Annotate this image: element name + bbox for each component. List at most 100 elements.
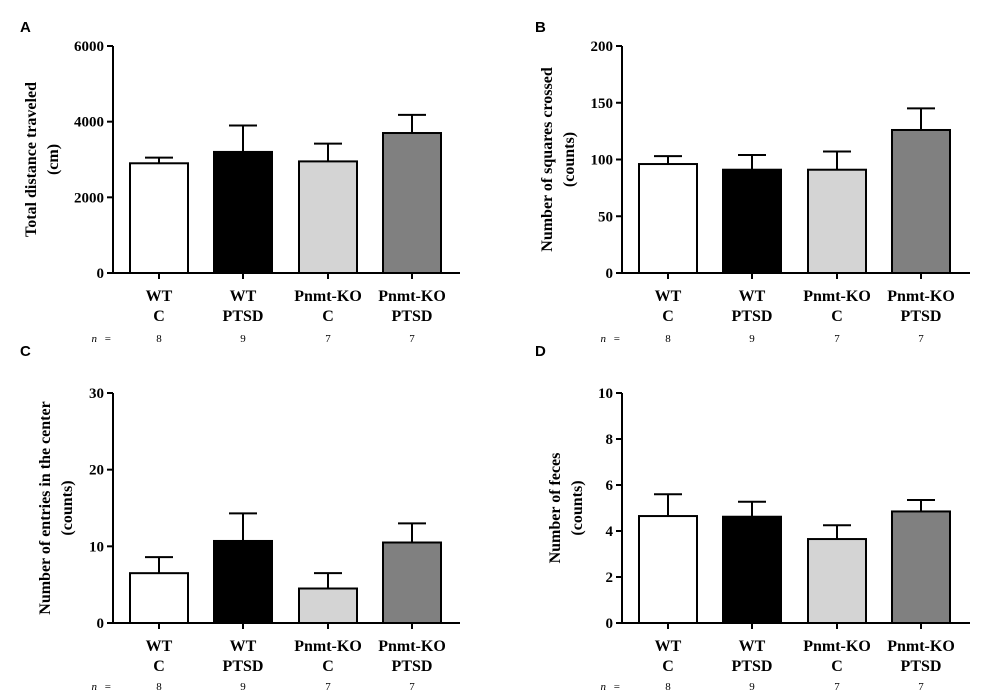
- panel-letter: D: [535, 343, 546, 360]
- bar: [129, 572, 189, 625]
- panel-c: C 0 10 20 30 Number of entries in the center…: [20, 343, 460, 693]
- category-label: Pnmt-KO: [887, 638, 955, 655]
- bar: [638, 163, 698, 274]
- category-label: Pnmt-KO: [378, 288, 446, 305]
- y-tick-label: 20: [89, 463, 104, 479]
- category-label: WT: [230, 638, 257, 655]
- y-tick-label: 8: [606, 432, 614, 448]
- n-value: 8: [156, 333, 162, 345]
- panel-a: A 0 2000 4000 6000 Total distance traveled (c…: [20, 19, 460, 345]
- y-tick-label: 6000: [74, 39, 104, 55]
- n-value: 8: [156, 681, 162, 693]
- bar: [807, 168, 867, 274]
- y-tick-label: 200: [591, 39, 614, 55]
- n-value: 9: [240, 333, 246, 345]
- category-label: Pnmt-KO: [294, 288, 362, 305]
- y-axis-title: (counts): [59, 480, 76, 535]
- bar: [298, 160, 358, 274]
- y-axis-title: Number of entries in the center: [37, 401, 54, 614]
- n-equals: =: [105, 333, 111, 345]
- n-prefix: n: [92, 333, 98, 345]
- panel-b: B 0 50 100 150 200 Number of squares crossed (…: [535, 19, 970, 345]
- n-value: 7: [325, 333, 331, 345]
- category-label: C: [153, 658, 165, 675]
- category-label: C: [322, 308, 334, 325]
- n-value: 9: [240, 681, 246, 693]
- n-prefix: n: [601, 333, 607, 345]
- category-label: WT: [146, 288, 173, 305]
- category-label: PTSD: [223, 308, 264, 325]
- y-axis-title: Total distance traveled: [23, 82, 40, 237]
- y-tick-label: 2: [606, 570, 614, 586]
- category-label: C: [662, 308, 674, 325]
- category-label: PTSD: [732, 658, 773, 675]
- bar: [129, 162, 189, 275]
- category-label: C: [662, 658, 674, 675]
- bar: [722, 515, 782, 624]
- category-label: WT: [655, 288, 682, 305]
- y-axis-title: Number of squares crossed: [539, 67, 556, 252]
- y-axis-title: Number of feces: [547, 453, 564, 564]
- category-label: WT: [146, 638, 173, 655]
- bar: [298, 587, 358, 624]
- panel-letter: B: [535, 19, 546, 36]
- n-value: 7: [918, 681, 924, 693]
- y-tick-label: 4: [606, 524, 614, 540]
- category-label: C: [831, 658, 843, 675]
- category-label: Pnmt-KO: [803, 288, 871, 305]
- category-label: PTSD: [732, 308, 773, 325]
- y-tick-label: 150: [591, 96, 614, 112]
- category-label: Pnmt-KO: [294, 638, 362, 655]
- y-tick-label: 0: [97, 616, 105, 632]
- category-label: Pnmt-KO: [378, 638, 446, 655]
- y-tick-label: 100: [591, 153, 614, 169]
- panel-d: D 0 2 4 6 8 10 Number of feces (counts) WT C WT PTS…: [535, 343, 970, 693]
- n-prefix: n: [601, 681, 607, 693]
- n-value: 7: [409, 333, 415, 345]
- category-label: Pnmt-KO: [803, 638, 871, 655]
- bar: [213, 539, 273, 625]
- category-label: C: [322, 658, 334, 675]
- category-label: WT: [739, 288, 766, 305]
- bar: [891, 510, 951, 625]
- y-tick-label: 10: [89, 539, 104, 555]
- y-tick-label: 0: [97, 266, 105, 282]
- n-equals: =: [614, 333, 620, 345]
- category-label: PTSD: [223, 658, 264, 675]
- n-equals: =: [614, 681, 620, 693]
- category-label: Pnmt-KO: [887, 288, 955, 305]
- n-value: 7: [834, 681, 840, 693]
- bar: [638, 515, 698, 624]
- n-value: 7: [918, 333, 924, 345]
- n-prefix: n: [92, 681, 98, 693]
- category-label: WT: [230, 288, 257, 305]
- n-value: 9: [749, 681, 755, 693]
- y-axis-title: (counts): [561, 132, 578, 187]
- y-tick-label: 50: [598, 209, 613, 225]
- bar: [382, 132, 442, 274]
- y-tick-label: 10: [598, 386, 613, 402]
- n-value: 9: [749, 333, 755, 345]
- category-label: C: [831, 308, 843, 325]
- category-label: C: [153, 308, 165, 325]
- panel-letter: A: [20, 19, 31, 36]
- category-label: WT: [655, 638, 682, 655]
- y-tick-label: 30: [89, 386, 104, 402]
- y-axis-title: (counts): [569, 480, 586, 535]
- n-value: 8: [665, 681, 671, 693]
- y-tick-label: 0: [606, 616, 614, 632]
- bar: [807, 538, 867, 624]
- category-label: PTSD: [901, 308, 942, 325]
- bar: [213, 150, 273, 274]
- bar: [891, 128, 951, 274]
- bar: [382, 541, 442, 624]
- panel-letter: C: [20, 343, 31, 360]
- y-tick-label: 6: [606, 478, 614, 494]
- bar: [722, 168, 782, 274]
- category-label: WT: [739, 638, 766, 655]
- y-axis-title: (cm): [45, 144, 62, 175]
- category-label: PTSD: [901, 658, 942, 675]
- n-value: 8: [665, 333, 671, 345]
- n-equals: =: [105, 681, 111, 693]
